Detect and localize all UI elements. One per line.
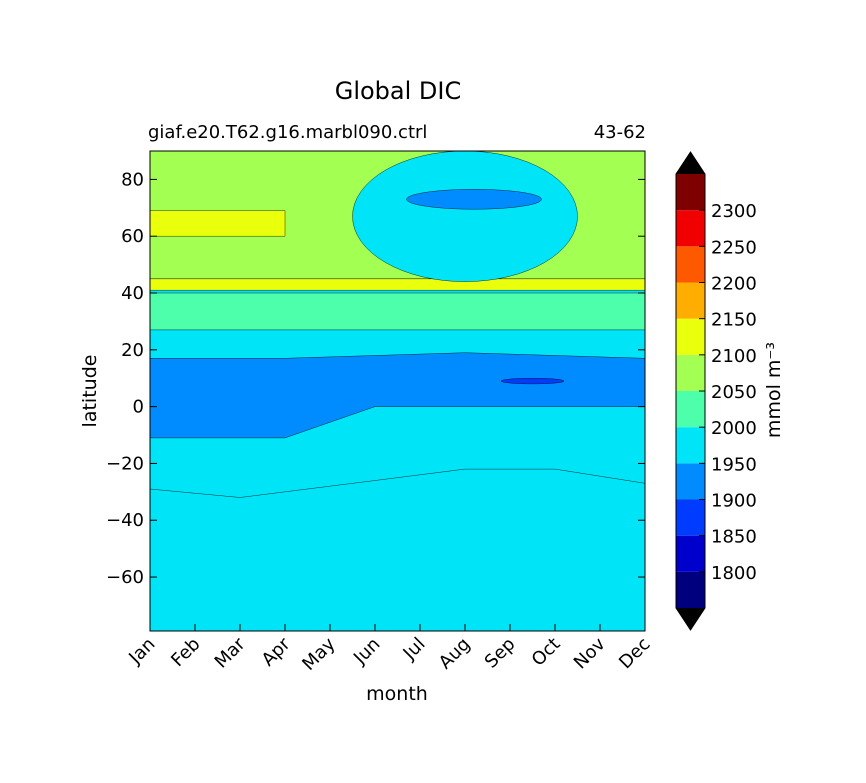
- colorbar-tick-label: 2300: [711, 201, 757, 222]
- colorbar-segment: [676, 174, 705, 211]
- y-axis: 80 60 40 20 0 −20 −40 −60: [106, 169, 645, 588]
- chart-subtitle-right: 43-62: [594, 122, 646, 143]
- y-tick-label: −60: [106, 567, 144, 588]
- colorbar-segment: [676, 427, 705, 464]
- colorbar-segment: [676, 571, 705, 608]
- x-tick-label: Feb: [167, 634, 204, 671]
- x-tick-label: Jul: [399, 634, 430, 665]
- colorbar-tick-label: 2150: [711, 310, 757, 331]
- colorbar-tick-label: 2200: [711, 274, 757, 295]
- x-axis: Jan Feb Mar Apr May Jun Jul Aug Sep Oct Nov Dec: [124, 624, 655, 675]
- y-tick-label: 0: [133, 397, 144, 418]
- colorbar-label: mmol m⁻³: [763, 342, 785, 438]
- x-tick-label: Dec: [615, 634, 654, 673]
- y-tick-label: −40: [106, 510, 144, 531]
- colorbar-extend-low: [676, 608, 705, 630]
- colorbar-segment: [676, 318, 705, 355]
- colorbar-tick-label: 2000: [711, 418, 757, 439]
- chart-subtitle-left: giaf.e20.T62.g16.marbl090.ctrl: [148, 122, 427, 143]
- y-tick-label: −20: [106, 453, 144, 474]
- x-tick-label: Oct: [528, 634, 565, 671]
- contour-band-1950-2000-south: [150, 468, 645, 631]
- y-tick-label: 60: [121, 226, 144, 247]
- contour-band-1850-1900-pocket: [500, 378, 565, 385]
- colorbar: 1800 1850 1900 1950 2000 2050 2100 2150 2200 2250…: [675, 151, 757, 631]
- colorbar-segment: [676, 282, 705, 319]
- x-tick-label: Jun: [349, 634, 384, 669]
- y-tick-label: 40: [121, 283, 144, 304]
- x-tick-label: Jan: [124, 634, 159, 669]
- colorbar-segment: [676, 391, 705, 428]
- x-axis-label: month: [366, 683, 428, 705]
- colorbar-segment: [676, 535, 705, 572]
- chart-title: Global DIC: [335, 77, 462, 105]
- x-tick-label: May: [298, 633, 339, 674]
- colorbar-segment: [676, 210, 705, 247]
- colorbar-tick-label: 2250: [711, 237, 757, 258]
- colorbar-tick-label: 1800: [711, 563, 757, 584]
- colorbar-tick-label: 2100: [711, 346, 757, 367]
- colorbar-tick-label: 2050: [711, 382, 757, 403]
- colorbar-outline: [675, 151, 706, 631]
- x-tick-label: Mar: [211, 633, 250, 672]
- contour-band-2100-2150-north: [150, 278, 645, 291]
- x-tick-label: Nov: [570, 633, 610, 673]
- contour-band-1950-2000-arctic: [352, 151, 578, 282]
- x-tick-label: Aug: [435, 634, 475, 674]
- contour-band-2000-2050-north: [150, 292, 645, 331]
- y-tick-label: 20: [121, 340, 144, 361]
- contour-band-1900-1950-tropics: [150, 352, 645, 439]
- plot-frame: [149, 150, 646, 632]
- y-axis-label: latitude: [79, 355, 101, 428]
- colorbar-segment: [676, 354, 705, 391]
- plot-area: [150, 151, 645, 631]
- colorbar-extend-high: [676, 152, 705, 174]
- colorbar-tick-label: 1950: [711, 454, 757, 475]
- contour-band-1900-1950-arctic: [406, 189, 542, 210]
- colorbar-tick-label: 1900: [711, 491, 757, 512]
- colorbar-segment: [676, 463, 705, 500]
- colorbar-segment: [676, 246, 705, 283]
- colorbar-segment: [676, 499, 705, 536]
- y-tick-label: 80: [121, 169, 144, 190]
- x-tick-label: Apr: [258, 633, 295, 670]
- x-tick-label: Sep: [481, 634, 520, 673]
- contour-band-2100-2150-highlat: [150, 210, 286, 237]
- colorbar-tick-label: 1850: [711, 527, 757, 548]
